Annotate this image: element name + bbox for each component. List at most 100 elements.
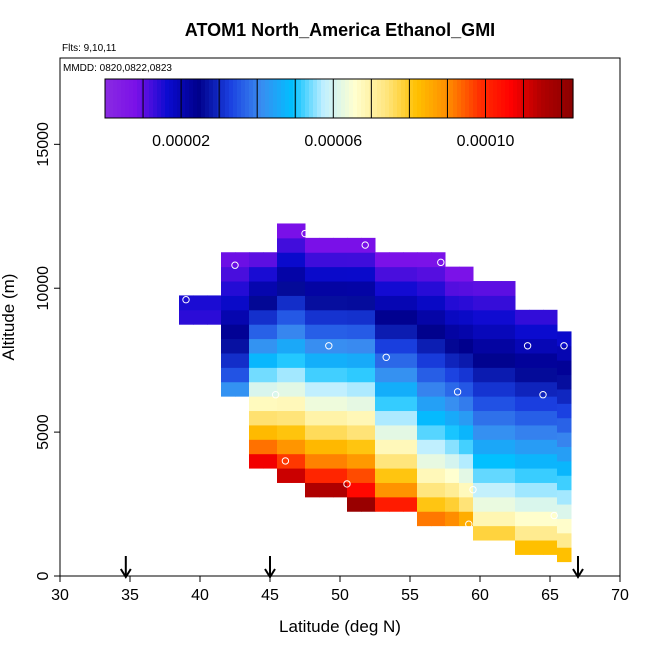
colorbar-swatch bbox=[381, 79, 386, 118]
heatmap-cell bbox=[361, 295, 376, 311]
heatmap-cell bbox=[193, 309, 208, 325]
heatmap-cell bbox=[417, 496, 432, 512]
heatmap-cell bbox=[221, 252, 236, 268]
heatmap-cell bbox=[333, 439, 348, 455]
heatmap-cell bbox=[459, 367, 474, 383]
heatmap-cell bbox=[263, 424, 278, 440]
heatmap-cell bbox=[389, 396, 404, 412]
heatmap-cell bbox=[375, 295, 390, 311]
heatmap-cell bbox=[207, 309, 222, 325]
heatmap-cell bbox=[459, 352, 474, 368]
heatmap-cell bbox=[347, 439, 362, 455]
heatmap-cell bbox=[501, 309, 516, 325]
colorbar-tick-label: 0.00010 bbox=[457, 133, 515, 150]
colorbar-swatch bbox=[537, 79, 542, 118]
heatmap-cell bbox=[235, 252, 250, 268]
heatmap-cell bbox=[515, 453, 530, 469]
colorbar-swatch bbox=[213, 79, 218, 118]
heatmap-cell bbox=[501, 424, 516, 440]
x-tick-label: 30 bbox=[51, 587, 69, 604]
heatmap-cell bbox=[361, 252, 376, 268]
heatmap-cell bbox=[347, 237, 362, 253]
heatmap-cell bbox=[417, 266, 432, 282]
colorbar-swatch bbox=[289, 79, 294, 118]
heatmap-cell bbox=[487, 281, 502, 296]
heatmap-cell bbox=[235, 309, 250, 325]
heatmap-cell bbox=[417, 424, 432, 440]
colorbar-swatch bbox=[561, 79, 566, 118]
heatmap-cell bbox=[473, 295, 488, 311]
heatmap-cell bbox=[515, 324, 530, 340]
flights-label: Flts: 9,10,11 bbox=[62, 43, 117, 54]
heatmap-cell bbox=[501, 281, 516, 296]
heatmap-cell bbox=[403, 352, 418, 368]
heatmap-cell bbox=[361, 424, 376, 440]
colorbar-swatch bbox=[349, 79, 354, 118]
colorbar-swatch bbox=[549, 79, 554, 118]
heatmap-cell bbox=[403, 281, 418, 296]
heatmap-cell bbox=[277, 410, 292, 426]
heatmap-cell bbox=[319, 482, 334, 498]
heatmap-cell bbox=[375, 266, 390, 282]
heatmap-cell bbox=[529, 439, 544, 455]
heatmap-cell bbox=[515, 525, 530, 541]
heatmap-cell bbox=[263, 410, 278, 426]
heatmap-cell bbox=[501, 396, 516, 412]
colorbar-swatch bbox=[553, 79, 558, 118]
heatmap-cell bbox=[277, 381, 292, 397]
heatmap-cell bbox=[277, 266, 292, 282]
heatmap-cell bbox=[333, 410, 348, 426]
heatmap-cell bbox=[557, 446, 572, 462]
heatmap-cell bbox=[221, 338, 236, 354]
heatmap-cell bbox=[403, 453, 418, 469]
heatmap-cell bbox=[291, 439, 306, 455]
heatmap-cell bbox=[319, 266, 334, 282]
heatmap-cell bbox=[375, 468, 390, 483]
heatmap-cell bbox=[515, 511, 530, 527]
heatmap-cell bbox=[319, 352, 334, 368]
colorbar-swatch bbox=[361, 79, 366, 118]
heatmap-cell bbox=[487, 496, 502, 512]
heatmap-cell bbox=[403, 338, 418, 354]
heatmap-cell bbox=[291, 281, 306, 296]
heatmap-cell bbox=[445, 338, 460, 354]
heatmap-cell bbox=[487, 381, 502, 397]
heatmap-cell bbox=[431, 511, 446, 527]
colorbar-swatch bbox=[233, 79, 238, 118]
heatmap-cell bbox=[333, 367, 348, 383]
heatmap-cell bbox=[235, 367, 250, 383]
heatmap-cell bbox=[319, 324, 334, 340]
heatmap-cell bbox=[459, 424, 474, 440]
heatmap-cell bbox=[473, 468, 488, 483]
heatmap-cell bbox=[403, 295, 418, 311]
heatmap-cell bbox=[389, 324, 404, 340]
heatmap-cell bbox=[431, 266, 446, 282]
heatmap-cell bbox=[347, 410, 362, 426]
heatmap-cell bbox=[529, 338, 544, 354]
heatmap-cell bbox=[235, 324, 250, 340]
heatmap-cell bbox=[515, 482, 530, 498]
colorbar-swatch bbox=[125, 79, 130, 118]
heatmap-cell bbox=[347, 367, 362, 383]
heatmap-cell bbox=[249, 424, 264, 440]
heatmap-cell bbox=[487, 439, 502, 455]
heatmap-cell bbox=[529, 540, 544, 555]
colorbar-swatch bbox=[417, 79, 422, 118]
colorbar-swatch bbox=[193, 79, 198, 118]
heatmap-cell bbox=[473, 367, 488, 383]
heatmap-cell bbox=[431, 295, 446, 311]
heatmap-cell bbox=[557, 532, 572, 548]
heatmap-cell bbox=[221, 352, 236, 368]
down-arrow-icon bbox=[572, 556, 584, 579]
colorbar-swatch bbox=[237, 79, 242, 118]
heatmap-cell bbox=[375, 252, 390, 268]
heatmap-cell bbox=[417, 367, 432, 383]
heatmap-cell bbox=[319, 453, 334, 469]
colorbar-swatch bbox=[133, 79, 138, 118]
heatmap-cell bbox=[417, 511, 432, 527]
heatmap-cell bbox=[221, 295, 236, 311]
colorbar-swatch bbox=[245, 79, 250, 118]
colorbar-swatch bbox=[285, 79, 290, 118]
heatmap-cell bbox=[445, 453, 460, 469]
heatmap-cell bbox=[445, 295, 460, 311]
